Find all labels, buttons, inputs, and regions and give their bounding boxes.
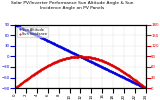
Sun Incidence: [92, 57, 94, 59]
Sun Incidence: [145, 88, 147, 89]
Sun Altitude: [145, 88, 147, 89]
Legend: Sun Altitude, Sun Incidence: Sun Altitude, Sun Incidence: [17, 27, 48, 37]
Sun Incidence: [14, 88, 16, 89]
Sun Altitude: [124, 78, 126, 79]
Sun Altitude: [91, 62, 93, 63]
Line: Sun Incidence: Sun Incidence: [15, 56, 146, 89]
Sun Incidence: [124, 73, 126, 74]
Sun Altitude: [15, 24, 17, 26]
Text: Solar PV/Inverter Performance Sun Altitude Angle & Sun Incidence Angle on PV Pan: Solar PV/Inverter Performance Sun Altitu…: [11, 1, 133, 10]
Sun Incidence: [92, 57, 94, 58]
Sun Altitude: [92, 62, 94, 63]
Line: Sun Altitude: Sun Altitude: [15, 24, 146, 89]
Sun Altitude: [94, 63, 96, 64]
Sun Incidence: [94, 58, 96, 59]
Sun Incidence: [79, 56, 81, 57]
Sun Incidence: [15, 87, 17, 88]
Sun Incidence: [133, 79, 135, 80]
Sun Altitude: [14, 24, 16, 26]
Sun Altitude: [132, 82, 134, 83]
